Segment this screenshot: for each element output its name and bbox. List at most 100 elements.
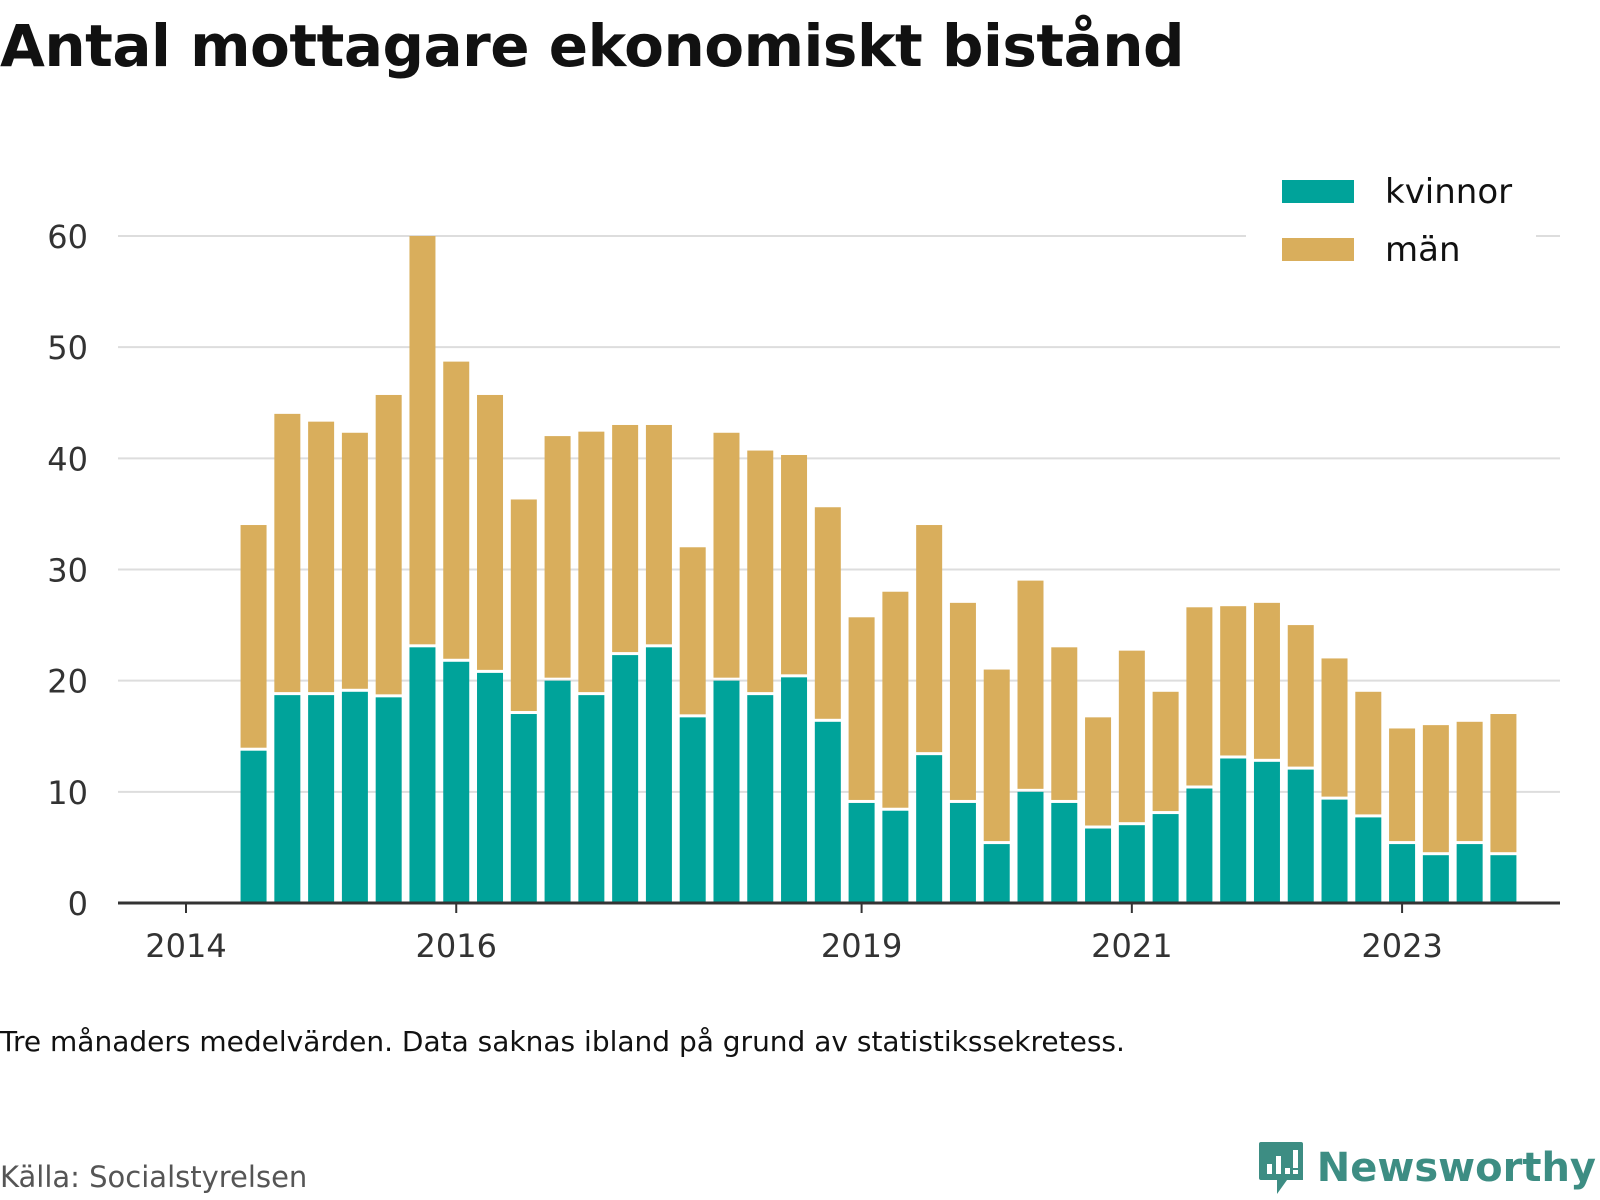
bar-man	[1017, 580, 1044, 789]
bar-man	[1118, 650, 1145, 823]
y-tick-label: 10	[47, 774, 88, 812]
bar-man	[949, 602, 976, 800]
chart-title: Antal mottagare ekonomiskt bistånd	[0, 12, 1185, 80]
newsworthy-logo-icon	[1258, 1142, 1303, 1194]
bar-man	[578, 431, 605, 693]
bar-kvinnor	[375, 697, 402, 903]
brand-name: Newsworthy	[1316, 1145, 1596, 1191]
y-tick-label: 40	[47, 440, 88, 478]
bar-kvinnor	[1389, 844, 1416, 903]
bar-man	[1287, 625, 1314, 767]
x-tick-label: 2016	[416, 927, 497, 965]
bar-man	[1389, 728, 1416, 842]
bar-man	[341, 432, 368, 689]
bar-kvinnor	[713, 680, 740, 903]
bar-man	[612, 424, 639, 653]
bar-kvinnor	[274, 695, 301, 903]
bar-kvinnor	[983, 844, 1010, 903]
bar-kvinnor	[612, 655, 639, 903]
bar-man	[375, 394, 402, 695]
bar-kvinnor	[240, 750, 267, 903]
bar-man	[1321, 658, 1348, 797]
bar-man	[240, 525, 267, 748]
bar-man	[1253, 602, 1280, 759]
bar-kvinnor	[1355, 817, 1382, 903]
bar-man	[1085, 717, 1112, 826]
bar-man	[814, 507, 841, 719]
bar-kvinnor	[1051, 802, 1078, 903]
bar-kvinnor	[1186, 788, 1213, 903]
bar-man	[983, 669, 1010, 842]
bar-kvinnor	[510, 714, 537, 903]
bar-kvinnor	[341, 691, 368, 903]
bar-kvinnor	[544, 680, 571, 903]
bar-kvinnor	[308, 695, 335, 903]
bar-man	[1186, 607, 1213, 786]
bar-kvinnor	[1253, 761, 1280, 903]
bar-chart: 0 10 20 30 40 50 60 2014 2016 2019 2021 2023 kvinn…	[47, 160, 1560, 965]
bar-kvinnor	[1287, 769, 1314, 903]
bar-man	[477, 394, 504, 670]
bar-man	[409, 236, 436, 645]
bar-man	[308, 421, 335, 693]
bar-man	[544, 436, 571, 678]
y-tick-label: 50	[47, 329, 88, 367]
bars	[240, 236, 1517, 903]
bar-kvinnor	[443, 661, 470, 903]
x-tick-label: 2014	[145, 927, 226, 965]
bar-kvinnor	[848, 802, 875, 903]
bar-kvinnor	[1118, 825, 1145, 903]
bar-man	[781, 454, 808, 675]
x-tick-label: 2019	[821, 927, 902, 965]
bar-man	[713, 432, 740, 678]
bar-man	[443, 361, 470, 659]
bar-kvinnor	[1490, 855, 1517, 903]
bar-man	[882, 591, 909, 808]
y-tick-label: 30	[47, 552, 88, 590]
bar-man	[274, 413, 301, 693]
bar-man	[1456, 721, 1483, 842]
bar-kvinnor	[578, 695, 605, 903]
bar-man	[747, 450, 774, 693]
y-axis-ticks: 0 10 20 30 40 50 60	[47, 218, 88, 923]
bar-man	[510, 499, 537, 712]
chart-note: Tre månaders medelvärden. Data saknas ib…	[0, 1025, 1125, 1058]
bar-kvinnor	[679, 717, 706, 903]
bar-kvinnor	[747, 695, 774, 903]
x-tick-label: 2021	[1091, 927, 1172, 965]
brand-logo: Newsworthy	[1257, 1140, 1596, 1196]
legend-label-man: män	[1385, 230, 1461, 270]
bar-man	[1220, 606, 1247, 756]
bar-man	[679, 547, 706, 715]
source-credit: Källa: Socialstyrelsen	[0, 1160, 308, 1194]
bar-kvinnor	[1017, 791, 1044, 903]
bar-kvinnor	[1456, 844, 1483, 903]
bar-kvinnor	[1422, 855, 1449, 903]
x-axis: 2014 2016 2019 2021 2023	[118, 901, 1560, 965]
legend: kvinnor män	[1246, 160, 1536, 272]
bar-kvinnor	[645, 647, 672, 903]
x-tick-label: 2023	[1361, 927, 1442, 965]
legend-label-kvinnor: kvinnor	[1385, 172, 1512, 212]
bar-kvinnor	[882, 810, 909, 903]
y-tick-label: 20	[47, 663, 88, 701]
bar-man	[645, 424, 672, 645]
bar-kvinnor	[1152, 814, 1179, 903]
bar-kvinnor	[781, 677, 808, 903]
bar-kvinnor	[949, 802, 976, 903]
bar-kvinnor	[814, 721, 841, 903]
bar-man	[1152, 691, 1179, 812]
bar-kvinnor	[1220, 758, 1247, 903]
bar-man	[1490, 714, 1517, 853]
bar-kvinnor	[916, 755, 943, 903]
bar-kvinnor	[1085, 828, 1112, 903]
bar-man	[1355, 691, 1382, 815]
legend-swatch-man	[1282, 238, 1354, 261]
y-tick-label: 60	[47, 218, 88, 256]
bar-kvinnor	[1321, 799, 1348, 903]
bar-man	[1422, 725, 1449, 853]
bar-man	[1051, 647, 1078, 800]
legend-swatch-kvinnor	[1282, 180, 1354, 203]
y-tick-label: 0	[68, 885, 88, 923]
bar-kvinnor	[409, 647, 436, 903]
